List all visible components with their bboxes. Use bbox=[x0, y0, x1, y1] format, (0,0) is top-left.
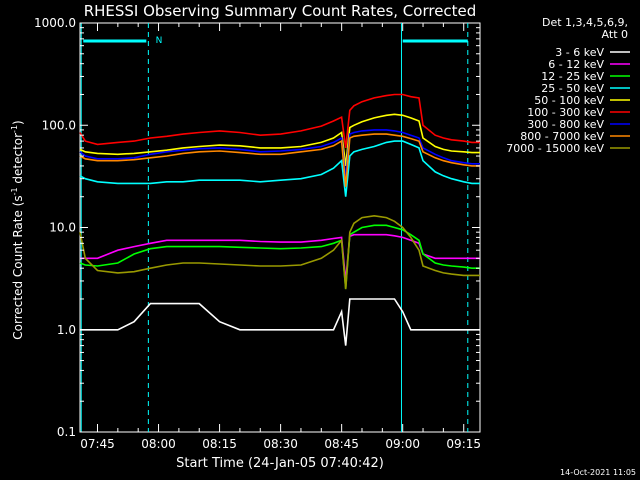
y-axis-label: Corrected Count Rate (s-1 detector-1) bbox=[10, 120, 25, 339]
flag-label: N bbox=[156, 36, 163, 46]
timestamp: 14-Oct-2021 11:05 bbox=[560, 468, 636, 477]
y-tick-label: 1000.0 bbox=[34, 16, 76, 30]
x-tick-label: 09:00 bbox=[385, 437, 420, 451]
x-tick-label: 08:15 bbox=[202, 437, 237, 451]
x-axis-label: Start Time (24-Jan-05 07:40:42) bbox=[176, 456, 384, 471]
series-line bbox=[80, 298, 480, 346]
legend-header-2: Att 0 bbox=[602, 28, 628, 41]
legend-label: 50 - 100 keV bbox=[534, 94, 604, 107]
y-tick-label: 10.0 bbox=[49, 221, 76, 235]
series-line bbox=[79, 140, 480, 197]
legend-label: 300 - 800 keV bbox=[527, 118, 604, 131]
legend-label: 100 - 300 keV bbox=[527, 106, 604, 119]
plot-frame bbox=[79, 22, 481, 433]
legend-label: 3 - 6 keV bbox=[555, 46, 604, 59]
x-tick-label: 09:15 bbox=[446, 437, 481, 451]
x-tick-label: 07:45 bbox=[80, 437, 115, 451]
x-tick-label: 08:30 bbox=[263, 437, 298, 451]
y-tick-label: 1.0 bbox=[57, 323, 76, 337]
series-line bbox=[79, 214, 480, 290]
legend-label: 12 - 25 keV bbox=[541, 70, 604, 83]
series-line bbox=[79, 113, 480, 166]
x-tick-label: 08:45 bbox=[324, 437, 359, 451]
series-line bbox=[79, 133, 480, 187]
legend-header-1: Det 1,3,4,5,6,9, bbox=[542, 16, 628, 29]
series-line bbox=[79, 93, 480, 149]
legend-label: 7000 - 15000 keV bbox=[506, 142, 604, 155]
legend-label: 25 - 50 keV bbox=[541, 82, 604, 95]
x-tick-label: 08:00 bbox=[141, 437, 176, 451]
y-tick-label: 100.0 bbox=[42, 118, 76, 132]
y-tick-label: 0.1 bbox=[57, 425, 76, 439]
legend-label: 800 - 7000 keV bbox=[520, 130, 604, 143]
chart-title: RHESSI Observing Summary Count Rates, Co… bbox=[84, 2, 477, 20]
legend-label: 6 - 12 keV bbox=[548, 58, 604, 71]
